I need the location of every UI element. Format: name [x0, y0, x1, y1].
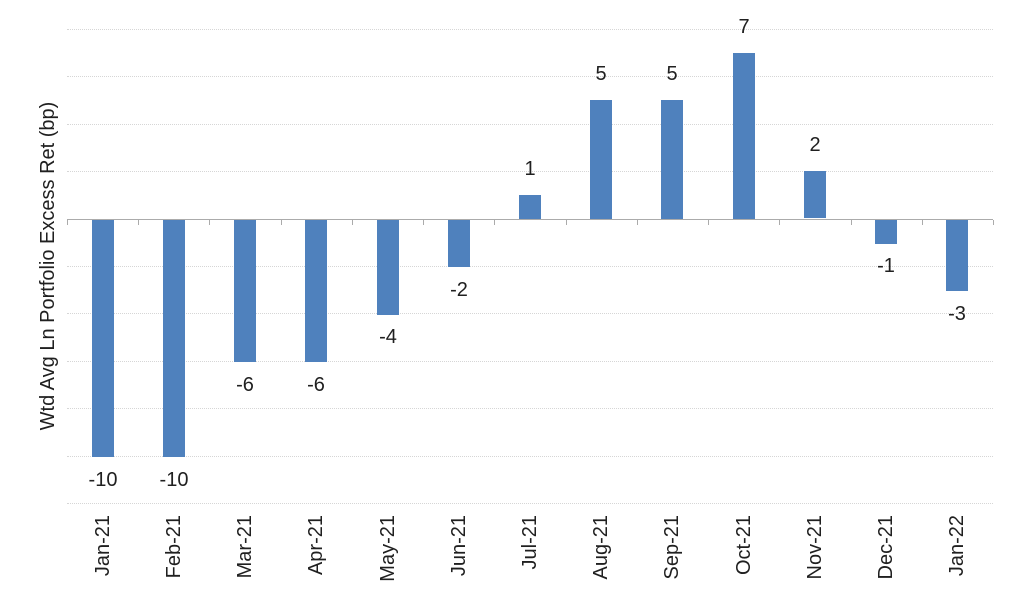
- x-tick-label-text: Jul-21: [519, 515, 541, 570]
- x-tick-label-text: Sep-21: [661, 515, 683, 580]
- axis-tick: [138, 219, 139, 225]
- x-tick-label-Nov-21: Nov-21: [803, 515, 827, 595]
- bar-data-label: 7: [738, 16, 750, 38]
- x-tick-label-Aug-21: Aug-21: [589, 515, 613, 595]
- gridline: [67, 29, 993, 30]
- x-tick-label-Mar-21: Mar-21: [233, 515, 257, 595]
- bar-Mar-21: [234, 220, 256, 362]
- x-tick-label-Feb-21: Feb-21: [162, 515, 186, 595]
- axis-tick: [708, 219, 709, 225]
- x-tick-label-text: May-21: [377, 515, 399, 582]
- x-axis-line: [67, 218, 993, 220]
- x-tick-label-text: Oct-21: [733, 515, 755, 576]
- gridline: [67, 455, 993, 457]
- plot-area: -10 -10 -6 -6 -4 -2 1 5 5 7 2 -1 -3: [67, 16, 994, 504]
- x-tick-label-May-21: May-21: [376, 515, 400, 595]
- gridline: [67, 171, 993, 173]
- gridline: [67, 360, 993, 362]
- x-tick-label-Jun-21: Jun-21: [447, 515, 471, 595]
- x-tick-label-Dec-21: Dec-21: [874, 515, 898, 595]
- axis-tick: [281, 219, 282, 225]
- bar-Jan-22: [946, 220, 968, 291]
- x-tick-label-text: Aug-21: [590, 515, 612, 580]
- bar-data-label: -6: [236, 374, 254, 396]
- axis-tick: [779, 219, 780, 225]
- x-tick-label-Jul-21: Jul-21: [518, 515, 542, 595]
- x-tick-label-Oct-21: Oct-21: [732, 515, 756, 595]
- bar-data-label: -10: [88, 469, 118, 491]
- x-tick-label-text: Jan-22: [946, 515, 968, 577]
- bar-data-label: -2: [450, 279, 468, 301]
- axis-tick: [851, 219, 852, 225]
- bar-data-label: 1: [524, 158, 536, 180]
- bar-Oct-21: [733, 53, 755, 219]
- bar-Jul-21: [519, 195, 541, 219]
- bar-Dec-21: [875, 220, 897, 244]
- gridline: [67, 408, 993, 410]
- x-tick-label-text: Dec-21: [875, 515, 897, 580]
- bar-data-label: 5: [595, 63, 607, 85]
- axis-tick: [352, 219, 353, 225]
- axis-tick: [209, 219, 210, 225]
- bar-Sep-21: [661, 100, 683, 219]
- x-tick-label-Sep-21: Sep-21: [660, 515, 684, 595]
- x-tick-label-text: Feb-21: [163, 515, 185, 579]
- x-tick-label-text: Apr-21: [305, 515, 327, 576]
- axis-tick: [637, 219, 638, 225]
- bar-data-label: -3: [948, 303, 966, 325]
- bar-data-label: -4: [379, 326, 397, 348]
- bar-May-21: [377, 220, 399, 315]
- gridline: [67, 313, 993, 315]
- bar-Jun-21: [448, 220, 470, 267]
- gridline: [67, 123, 993, 125]
- gridline: [67, 266, 993, 267]
- axis-tick: [423, 219, 424, 225]
- gridline: [67, 503, 993, 504]
- bar-Apr-21: [305, 220, 327, 362]
- x-tick-label-Jan-22: Jan-22: [945, 515, 969, 595]
- gridline: [67, 76, 993, 78]
- x-tick-label-text: Nov-21: [804, 515, 826, 580]
- bar-Feb-21: [163, 220, 185, 457]
- axis-tick: [993, 219, 994, 225]
- x-tick-label-Apr-21: Apr-21: [304, 515, 328, 595]
- bar-data-label: -1: [877, 255, 895, 277]
- x-tick-label-text: Mar-21: [234, 515, 256, 579]
- axis-tick: [566, 219, 567, 225]
- bar-Nov-21: [804, 171, 826, 218]
- x-tick-label-text: Jun-21: [448, 515, 470, 577]
- axis-tick: [922, 219, 923, 225]
- bar-data-label: -10: [159, 469, 189, 491]
- bar-data-label: 5: [666, 63, 678, 85]
- bar-data-label: 2: [809, 134, 821, 156]
- axis-tick: [67, 219, 68, 225]
- bar-Jan-21: [92, 220, 114, 457]
- axis-tick: [494, 219, 495, 225]
- y-axis-title-text: Wtd Avg Ln Portfolio Excess Ret (bp): [37, 101, 59, 431]
- x-tick-label-text: Jan-21: [92, 515, 114, 577]
- x-tick-label-Jan-21: Jan-21: [91, 515, 115, 595]
- bar-data-label: -6: [307, 374, 325, 396]
- bar-Aug-21: [590, 100, 612, 219]
